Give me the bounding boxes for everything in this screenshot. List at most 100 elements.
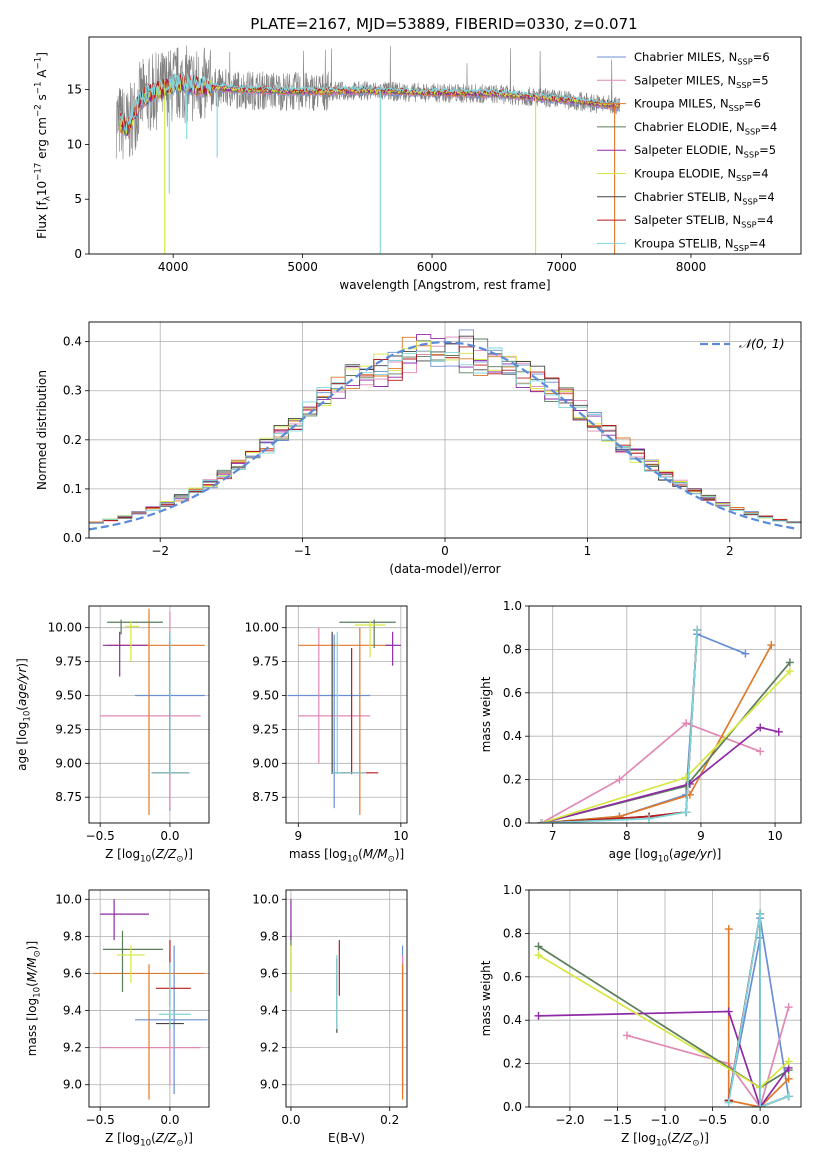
tick-label-y: 15 bbox=[67, 83, 82, 97]
x-axis-label: age [log10(age/yr)] bbox=[609, 847, 722, 865]
ticks: 4000 5000 6000 7000 8000 0 5 10 15 bbox=[67, 83, 707, 274]
legend-entry: Salpeter ELODIE, NSSP=5 bbox=[634, 143, 776, 159]
tick-label-y: 0.2 bbox=[503, 773, 522, 787]
grid bbox=[286, 890, 407, 1107]
point-marker bbox=[767, 641, 776, 650]
errorbar-salpeter-elodie bbox=[102, 631, 148, 677]
tick-label-x: −2 bbox=[151, 544, 169, 558]
axes-frame bbox=[285, 605, 408, 824]
point-marker bbox=[784, 1057, 793, 1066]
series-line bbox=[541, 632, 746, 823]
tick-label-y: 9.00 bbox=[252, 756, 279, 770]
plot-area bbox=[534, 909, 793, 1107]
errorbar-chabrier-elodie bbox=[107, 619, 163, 635]
legend-entry: Kroupa STELIB, NSSP=4 bbox=[634, 236, 766, 252]
panel-mass-weight-vs-Z: −2.0 −1.5 −1.0 −0.5 0.0 0.0 0.2 0.4 0.6 0.8 1.0 Z [… bbox=[479, 883, 802, 1149]
series-line bbox=[541, 644, 773, 823]
tick-label-y: 0.8 bbox=[503, 926, 522, 940]
axes-frame bbox=[88, 36, 802, 255]
point-marker bbox=[682, 808, 691, 817]
series-kroupa-stelib bbox=[537, 625, 702, 823]
plot-area bbox=[290, 899, 404, 1100]
errorbar-chabrier-miles bbox=[135, 945, 208, 1095]
errorbar-salpeter-stelib bbox=[151, 641, 190, 775]
tick-label-y: 5 bbox=[74, 192, 82, 206]
figure-title: PLATE=2167, MJD=53889, FIBERID=0330, z=0… bbox=[250, 15, 637, 33]
tick-label-y: 10.00 bbox=[48, 621, 82, 635]
series-line bbox=[727, 913, 789, 1107]
residual-hist-kroupa-stelib bbox=[89, 347, 801, 524]
tick-label-x: −1 bbox=[294, 544, 312, 558]
x-axis-label: Z [log10(Z/Z⊙)] bbox=[621, 1131, 709, 1149]
tick-label-y: 9.50 bbox=[55, 689, 82, 703]
point-marker bbox=[615, 775, 624, 784]
tick-label-x: 0 bbox=[441, 544, 449, 558]
residual-hist-chabrier-stelib bbox=[89, 335, 801, 524]
tick-label-y: 0.0 bbox=[503, 816, 522, 830]
grid bbox=[286, 606, 407, 823]
ticks: 7 8 9 10 0.0 0.2 0.4 0.6 0.8 1.0 bbox=[503, 599, 783, 843]
x-axis-label: E(B-V) bbox=[328, 1131, 365, 1145]
y-axis-label: Flux [fλ10−17 erg cm−2 s−1 A−1] bbox=[34, 52, 53, 239]
panel-residuals: −2 −1 0 1 2 0.0 0.1 0.2 0.3 0.4 (data-model)/error… bbox=[35, 321, 802, 576]
tick-label-y: 0.4 bbox=[63, 335, 82, 349]
point-marker bbox=[724, 1007, 733, 1016]
legend-entry: Kroupa MILES, NSSP=6 bbox=[634, 97, 761, 113]
panel-age-vs-Z: −0.5 0.0 8.75 9.00 9.25 9.50 9.75 10.00 Z [log10… bbox=[15, 605, 210, 865]
x-axis-label: Z [log10(Z/Z⊙)] bbox=[105, 847, 193, 865]
tick-label-y: 0 bbox=[74, 247, 82, 261]
panel-mass-weight-vs-age: 7 8 9 10 0.0 0.2 0.4 0.6 0.8 1.0 age [log10(age/yr… bbox=[479, 599, 802, 865]
tick-label-y: 9.75 bbox=[55, 655, 82, 669]
y-axis-label: mass [log10(M/M⊙)] bbox=[25, 941, 43, 1056]
series-line bbox=[541, 661, 791, 823]
legend-gaussian-label: 𝒩(0, 1) bbox=[739, 336, 785, 351]
tick-label-y: 9.4 bbox=[63, 1004, 82, 1018]
series-line bbox=[541, 670, 791, 823]
tick-label-y: 9.4 bbox=[260, 1004, 279, 1018]
errorbar-kroupa-miles bbox=[107, 608, 205, 815]
errorbar-kroupa-elodie bbox=[354, 620, 386, 658]
tick-label-y: 9.00 bbox=[55, 756, 82, 770]
ticks: −2 −1 0 1 2 0.0 0.1 0.2 0.3 0.4 bbox=[63, 335, 734, 558]
tick-label-y: 9.6 bbox=[260, 966, 279, 980]
tick-label-x: 9 bbox=[294, 829, 302, 843]
tick-label-x: 6000 bbox=[417, 260, 448, 274]
errorbar-chabrier-miles bbox=[288, 634, 371, 809]
point-marker bbox=[756, 747, 765, 756]
ticks: −2.0 −1.5 −1.0 −0.5 0.0 0.0 0.2 0.4 0.6 0.8 1.0 bbox=[503, 883, 770, 1127]
point-marker bbox=[784, 1003, 793, 1012]
series-salpeter-miles bbox=[537, 719, 765, 823]
point-marker bbox=[622, 1031, 631, 1040]
tick-label-y: 0.4 bbox=[503, 1013, 522, 1027]
tick-label-y: 9.6 bbox=[63, 966, 82, 980]
point-marker bbox=[645, 814, 654, 823]
series-salpeter-elodie bbox=[537, 723, 783, 823]
gaussian-curve bbox=[89, 341, 799, 531]
tick-label-x: −0.5 bbox=[86, 1113, 115, 1127]
y-axis-label: Normed distribution bbox=[35, 370, 49, 490]
tick-label-y: 10.0 bbox=[55, 892, 82, 906]
y-axis-label: age [log10(age/yr)] bbox=[15, 658, 33, 771]
tick-label-x: −1.0 bbox=[650, 1113, 679, 1127]
series-kroupa-miles bbox=[537, 641, 776, 823]
legend-entry: Kroupa ELODIE, NSSP=4 bbox=[634, 167, 769, 183]
tick-label-y: 0.4 bbox=[503, 729, 522, 743]
errorbar-salpeter-elodie bbox=[100, 899, 149, 941]
plot-area bbox=[288, 619, 401, 815]
series-chabrier-stelib bbox=[537, 625, 702, 823]
point-marker bbox=[534, 951, 543, 960]
point-marker bbox=[534, 1011, 543, 1020]
tick-label-y: 9.0 bbox=[260, 1078, 279, 1092]
tick-label-x: 0.2 bbox=[380, 1113, 399, 1127]
tick-label-y: 9.8 bbox=[63, 929, 82, 943]
tick-label-x: 10 bbox=[767, 829, 782, 843]
tick-label-x: 0.0 bbox=[160, 1113, 179, 1127]
ticks: −0.5 0.0 9.0 9.2 9.4 9.6 9.8 10.0 bbox=[55, 892, 179, 1127]
tick-label-x: 7000 bbox=[546, 260, 577, 274]
errorbar-kroupa-elodie bbox=[116, 945, 145, 983]
tick-label-y: 0.0 bbox=[503, 1100, 522, 1114]
axes-frame bbox=[528, 605, 802, 824]
tick-label-y: 9.8 bbox=[260, 929, 279, 943]
tick-label-y: 9.25 bbox=[252, 722, 279, 736]
errorbar-kroupa-miles bbox=[298, 627, 391, 815]
